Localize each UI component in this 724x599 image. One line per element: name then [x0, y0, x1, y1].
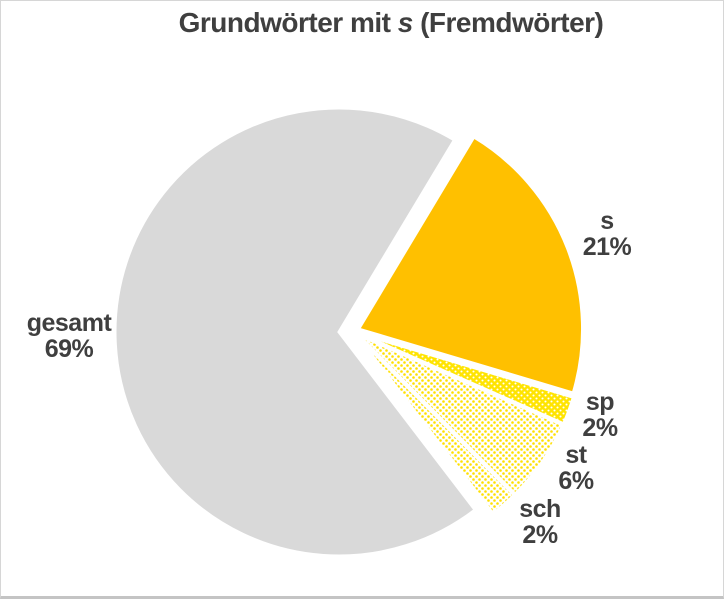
- pie-slice-gesamt: [113, 106, 478, 558]
- slice-label-s-percent: 21%: [582, 233, 632, 261]
- slice-label-sch: sch 2%: [519, 496, 561, 548]
- slice-label-gesamt-name: gesamt: [26, 309, 112, 337]
- slice-label-sp-name: sp: [585, 388, 615, 416]
- pie-slice-s: [356, 134, 585, 395]
- chart-title: Grundwörter mit s (Fremdwörter): [179, 7, 604, 39]
- slice-label-s: s 21%: [583, 208, 632, 260]
- pie-slice-st: [356, 333, 565, 497]
- slice-label-sch-name: sch: [519, 495, 561, 523]
- chart-title-emphasis: s: [397, 7, 414, 38]
- slice-label-st-name: st: [565, 441, 587, 469]
- slice-label-sp: sp 2%: [582, 388, 618, 442]
- slice-label-sch-percent: 2%: [522, 521, 558, 549]
- slice-label-gesamt: gesamt 69%: [27, 310, 112, 362]
- chart-title-prefix: Grundwörter mit: [178, 7, 398, 38]
- slice-label-gesamt-percent: 69%: [44, 335, 94, 363]
- chart-title-suffix: (Fremdwörter): [412, 7, 604, 38]
- slice-label-st-percent: 6%: [558, 467, 594, 495]
- slice-label-st: st 6%: [558, 441, 594, 495]
- pie-slice-sch: [355, 334, 517, 516]
- pie-slices: [113, 106, 585, 558]
- slice-label-s-name: s: [600, 207, 614, 235]
- pie-slice-sp: [357, 331, 576, 426]
- slice-label-sp-percent: 2%: [582, 414, 618, 442]
